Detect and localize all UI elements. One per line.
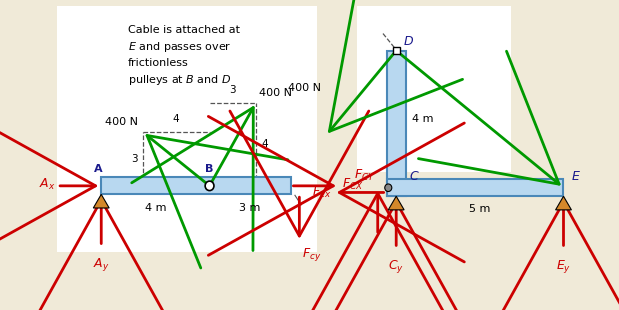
Text: A: A	[94, 164, 103, 174]
Text: $F_{cx}$: $F_{cx}$	[312, 185, 331, 200]
Polygon shape	[556, 196, 571, 210]
Text: 3: 3	[131, 154, 137, 164]
Bar	[392, 47, 400, 54]
Text: $F_{CX}$: $F_{CX}$	[342, 176, 363, 192]
Text: B: B	[206, 164, 214, 174]
Text: $E$: $E$	[571, 170, 581, 183]
Text: 4 m: 4 m	[145, 203, 166, 213]
Text: $D$: $D$	[403, 35, 414, 48]
Text: $C_y$: $C_y$	[388, 258, 404, 275]
Text: $E_y$: $E_y$	[556, 258, 571, 275]
Text: 4: 4	[261, 139, 268, 149]
Polygon shape	[388, 196, 404, 210]
Text: 4: 4	[173, 114, 180, 124]
Text: 400 N: 400 N	[259, 88, 292, 98]
Circle shape	[385, 184, 392, 192]
Text: $F_{CY}$: $F_{CY}$	[354, 168, 375, 183]
Text: $C$: $C$	[409, 170, 419, 183]
Bar	[57, 6, 317, 252]
Text: 400 N: 400 N	[105, 117, 138, 127]
Text: 5 m: 5 m	[469, 205, 490, 215]
Text: 3 m: 3 m	[240, 203, 261, 213]
Text: 400 N: 400 N	[288, 83, 321, 93]
Circle shape	[205, 181, 214, 191]
Bar	[386, 51, 406, 196]
Bar	[102, 177, 290, 194]
Text: 3: 3	[230, 85, 236, 95]
Bar	[386, 179, 563, 196]
Bar	[357, 6, 511, 172]
Text: $A_x$: $A_x$	[39, 176, 56, 192]
Polygon shape	[93, 194, 109, 208]
Text: Cable is attached at
$E$ and passes over
frictionless
pulleys at $B$ and $D$: Cable is attached at $E$ and passes over…	[128, 25, 240, 87]
Text: $F_{cy}$: $F_{cy}$	[302, 246, 321, 264]
Text: $A_y$: $A_y$	[93, 256, 110, 273]
Text: 4 m: 4 m	[412, 114, 433, 124]
